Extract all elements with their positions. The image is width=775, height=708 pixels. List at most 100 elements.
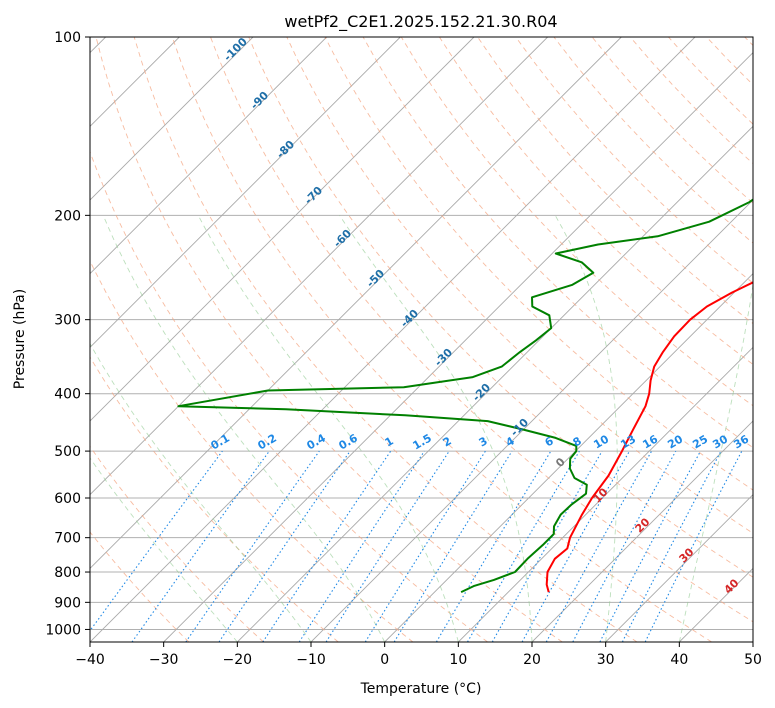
isotherm-line <box>679 567 753 642</box>
mixing-ratio-line <box>467 450 580 642</box>
x-tick-label: 0 <box>380 652 389 668</box>
x-tick-label: −10 <box>296 652 326 668</box>
dry-adiabat-line <box>210 37 753 623</box>
isotherm-line <box>90 37 475 422</box>
annotation-label-layer: -100-90-80-70-60-50-40-30-20-10010203040… <box>209 35 752 597</box>
dry-adiabat-label: -30 <box>432 346 455 369</box>
isotherm-line <box>237 125 753 642</box>
chart-title: wetPf2_C2E1.2025.152.21.30.R04 <box>284 12 557 32</box>
dry-adiabat-line <box>439 37 753 365</box>
mixing-ratio-line <box>90 450 223 632</box>
dewpoint-profile-line <box>177 198 753 594</box>
isotherm-line <box>90 37 401 348</box>
y-tick-label: 1000 <box>45 622 81 638</box>
reference-lines-layer <box>90 37 753 642</box>
adiabat-label: 20 <box>633 515 653 535</box>
moist-adiabat-line <box>678 282 753 642</box>
mixing-ratio-line <box>435 450 552 642</box>
isotherm-line <box>605 494 753 642</box>
dry-adiabat-line <box>95 37 563 642</box>
mixing-ratio-label: 10 <box>591 432 611 451</box>
dry-adiabat-line <box>90 259 414 642</box>
isotherm-line <box>384 273 753 642</box>
y-tick-label: 900 <box>54 595 81 611</box>
mixing-ratio-label: 36 <box>731 432 751 451</box>
dry-adiabat-line <box>90 356 339 642</box>
mixing-ratio-line <box>393 450 513 642</box>
moist-adiabat-line <box>339 215 533 642</box>
y-tick-label: 400 <box>54 387 81 403</box>
x-tick-label: −30 <box>149 652 179 668</box>
isotherm-line <box>163 52 753 642</box>
y-tick-label: 500 <box>54 444 81 460</box>
x-tick-label: 10 <box>449 652 467 668</box>
mixing-ratio-line <box>521 450 630 642</box>
axis-ticks-layer: −40 −30 −20 −10 0 10 20 30 40 5010020030040050060… <box>45 30 762 668</box>
dry-adiabat-line <box>171 37 712 642</box>
mixing-ratio-line <box>545 450 653 642</box>
isotherm-line <box>90 37 696 642</box>
moist-adiabat-line <box>554 215 618 642</box>
dry-adiabat-line <box>400 37 753 407</box>
dry-adiabat-line <box>515 37 753 284</box>
adiabat-label: 10 <box>591 485 611 505</box>
isotherm-line <box>90 37 327 275</box>
isotherm-line <box>90 37 548 496</box>
mixing-ratio-label: 0.4 <box>305 431 329 452</box>
dry-adiabat-line <box>286 37 753 534</box>
y-axis-label: Pressure (hPa) <box>12 289 28 389</box>
mixing-ratio-line <box>572 450 677 642</box>
x-tick-label: 50 <box>744 652 762 668</box>
y-tick-label: 700 <box>54 531 81 547</box>
isotherm-line <box>458 346 753 642</box>
dry-adiabat-line <box>706 37 753 86</box>
dry-adiabat-line <box>133 37 638 642</box>
x-tick-label: 30 <box>597 652 615 668</box>
dry-adiabat-label: -20 <box>470 381 493 404</box>
mixing-ratio-label: 0.2 <box>256 431 279 452</box>
isotherm-line <box>531 420 753 642</box>
mixing-ratio-line <box>298 450 425 642</box>
moist-adiabat-line <box>102 215 386 642</box>
mixing-ratio-line <box>262 450 392 642</box>
mixing-ratio-label: 13 <box>618 433 638 452</box>
mixing-ratio-label: 0.1 <box>209 431 232 452</box>
x-axis-label: Temperature (°C) <box>360 681 482 697</box>
adiabat-label: 30 <box>677 545 697 565</box>
mixing-ratio-line <box>325 450 450 642</box>
mixing-ratio-label: 20 <box>665 432 685 451</box>
mixing-ratio-label: 3 <box>477 434 490 449</box>
dry-adiabat-line <box>90 150 488 642</box>
isotherm-line <box>752 641 753 642</box>
dry-adiabat-label: -100 <box>221 35 250 64</box>
mixing-ratio-line <box>218 450 351 642</box>
mixing-ratio-label: 1 <box>383 434 396 449</box>
dry-adiabat-line <box>744 37 753 47</box>
y-tick-label: 100 <box>54 30 81 46</box>
dry-adiabat-line <box>248 37 753 578</box>
dry-adiabat-label: -80 <box>274 138 297 161</box>
mixing-ratio-line <box>644 450 743 642</box>
mixing-ratio-label: 8 <box>571 434 584 449</box>
x-tick-label: 20 <box>523 652 541 668</box>
grid-layer <box>90 37 753 642</box>
dry-adiabat-label: -60 <box>331 227 354 250</box>
series-layer <box>177 198 753 594</box>
x-tick-label: −40 <box>75 652 105 668</box>
mixing-ratio-label: 30 <box>710 432 730 451</box>
dry-adiabat-label: -40 <box>398 307 421 330</box>
dry-adiabat-label: -10 <box>508 416 531 439</box>
dry-adiabat-label: -90 <box>248 89 271 112</box>
x-tick-label: 40 <box>670 652 688 668</box>
y-tick-label: 800 <box>54 565 81 581</box>
mixing-ratio-line <box>185 450 320 642</box>
plot-frame <box>89 36 754 643</box>
y-tick-label: 200 <box>54 208 81 224</box>
dry-adiabat-label: -70 <box>302 184 325 207</box>
moist-adiabat-line <box>90 342 312 642</box>
isotherm-line <box>90 37 254 201</box>
x-tick-label: −20 <box>223 652 253 668</box>
mixing-ratio-label: 16 <box>640 432 660 451</box>
